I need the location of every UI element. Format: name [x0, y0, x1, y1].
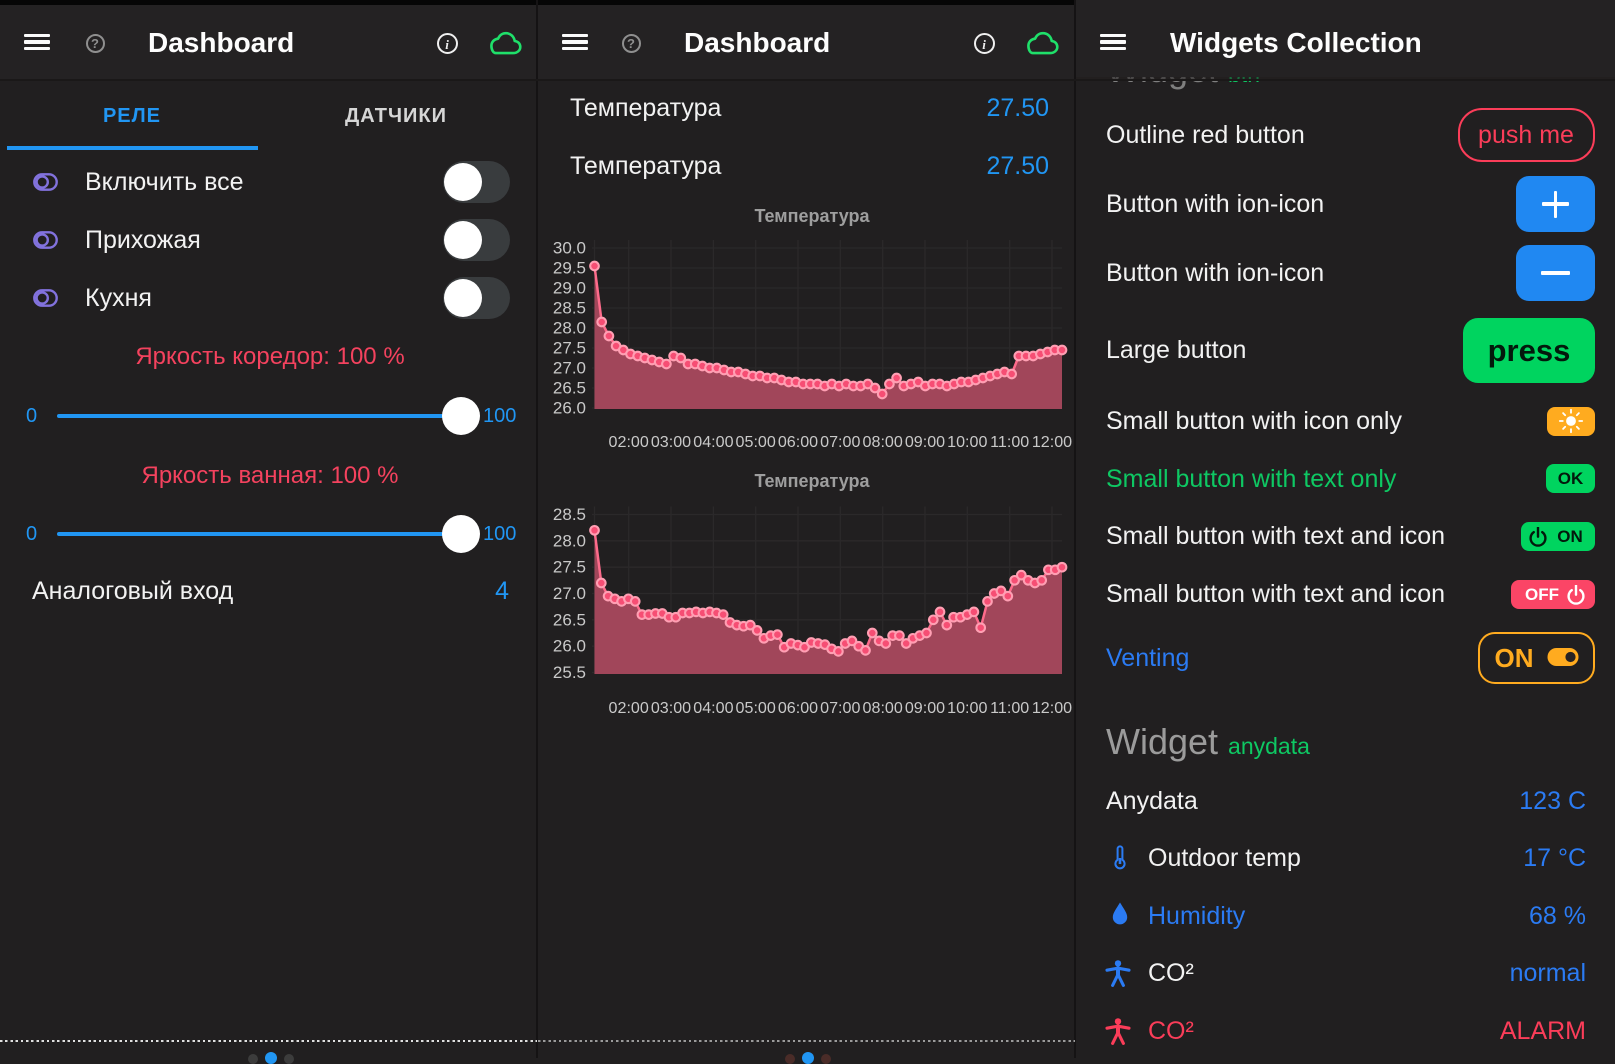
- svg-text:26.5: 26.5: [553, 379, 586, 398]
- svg-text:07:00: 07:00: [820, 433, 860, 451]
- svg-text:27.0: 27.0: [553, 359, 586, 378]
- svg-text:Температура: Температура: [754, 471, 870, 491]
- svg-text:27.5: 27.5: [553, 558, 586, 577]
- svg-text:11:00: 11:00: [990, 433, 1029, 451]
- svg-text:28.5: 28.5: [553, 299, 586, 318]
- svg-text:03:00: 03:00: [651, 699, 691, 717]
- svg-text:26.0: 26.0: [553, 637, 586, 656]
- svg-text:26.0: 26.0: [553, 399, 586, 418]
- svg-text:28.0: 28.0: [553, 531, 586, 550]
- svg-text:25.5: 25.5: [553, 663, 586, 682]
- svg-text:09:00: 09:00: [905, 699, 945, 717]
- svg-text:05:00: 05:00: [736, 699, 776, 717]
- svg-text:06:00: 06:00: [778, 699, 818, 717]
- svg-text:08:00: 08:00: [863, 433, 903, 451]
- svg-text:26.5: 26.5: [553, 610, 586, 629]
- svg-text:30.0: 30.0: [553, 239, 586, 258]
- svg-text:28.5: 28.5: [553, 505, 586, 524]
- svg-text:27.5: 27.5: [553, 339, 586, 358]
- svg-text:07:00: 07:00: [820, 699, 860, 717]
- svg-text:05:00: 05:00: [736, 433, 776, 451]
- svg-text:04:00: 04:00: [693, 699, 733, 717]
- svg-text:29.5: 29.5: [553, 259, 586, 278]
- svg-text:02:00: 02:00: [609, 699, 649, 717]
- svg-text:04:00: 04:00: [693, 433, 733, 451]
- svg-text:03:00: 03:00: [651, 433, 691, 451]
- svg-text:12:00: 12:00: [1032, 699, 1072, 717]
- svg-text:12:00: 12:00: [1032, 433, 1072, 451]
- svg-text:02:00: 02:00: [609, 433, 649, 451]
- svg-text:28.0: 28.0: [553, 319, 586, 338]
- svg-text:29.0: 29.0: [553, 279, 586, 298]
- svg-text:27.0: 27.0: [553, 584, 586, 603]
- svg-text:10:00: 10:00: [947, 699, 987, 717]
- svg-text:09:00: 09:00: [905, 433, 945, 451]
- svg-text:06:00: 06:00: [778, 433, 818, 451]
- svg-text:08:00: 08:00: [863, 699, 903, 717]
- svg-text:11:00: 11:00: [990, 699, 1029, 717]
- svg-text:Температура: Температура: [754, 206, 870, 226]
- svg-text:10:00: 10:00: [947, 433, 987, 451]
